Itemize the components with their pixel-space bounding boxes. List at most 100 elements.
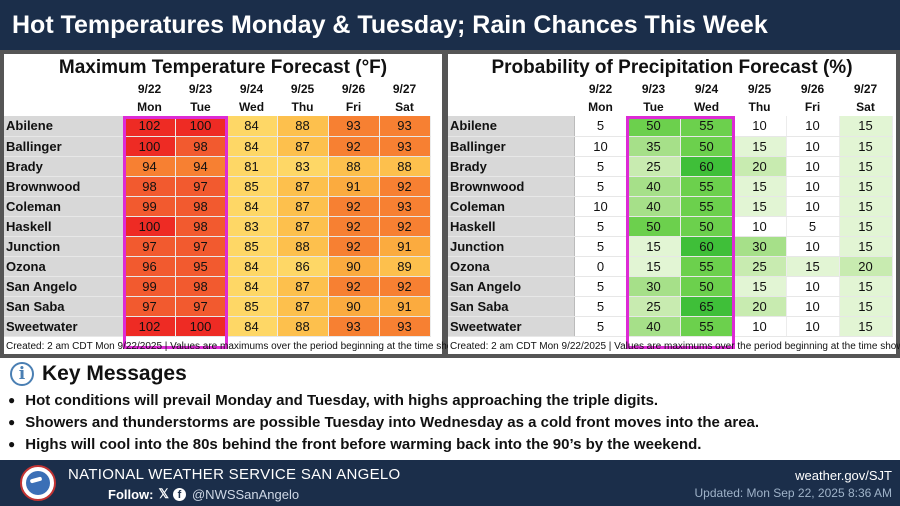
pop-day-header: Fri [804,100,821,114]
temp-date-header: 9/25 [290,82,315,96]
pop-value-cell: 5 [574,296,628,317]
table-row: Haskell 5 50 50 10 5 15 [448,216,893,237]
info-icon: i [10,362,34,386]
social-handle[interactable]: @NWSSanAngelo [191,486,300,502]
temp-value-cell: 97 [175,296,227,317]
pop-value-cell: 15 [733,136,787,157]
pop-value-cell: 10 [733,216,787,237]
office-name: NATIONAL WEATHER SERVICE SAN ANGELO [68,466,401,483]
temp-value-cell: 93 [379,136,431,157]
table-row: Brady 5 25 60 20 10 15 [448,156,893,177]
city-name: Ozona [4,256,125,277]
temp-value-cell: 83 [277,156,329,177]
temp-value-cell: 85 [226,176,278,197]
forecast-tables: Maximum Temperature Forecast (°F) 9/22 9/… [0,50,900,358]
pop-value-cell: 40 [627,196,681,217]
key-messages-header: i Key Messages [10,360,187,388]
website-link[interactable]: weather.gov/SJT [795,468,892,483]
temp-value-cell: 98 [124,176,176,197]
city-name: Junction [4,236,125,257]
temp-value-cell: 99 [124,196,176,217]
nws-logo [20,465,56,501]
pop-value-cell: 10 [786,116,840,137]
city-name: Abilene [4,116,125,137]
key-messages-list: Hot conditions will prevail Monday and T… [8,390,759,456]
precip-footnote: Created: 2 am CDT Mon 9/22/2025 | Values… [450,341,900,352]
temp-value-cell: 84 [226,196,278,217]
pop-value-cell: 55 [680,116,734,137]
pop-value-cell: 40 [627,316,681,337]
pop-date-header: 9/27 [853,82,878,96]
pop-date-header: 9/23 [641,82,666,96]
temp-value-cell: 81 [226,156,278,177]
temp-value-cell: 85 [226,236,278,257]
key-messages-heading: Key Messages [42,362,187,385]
temp-value-cell: 100 [124,216,176,237]
pop-value-cell: 0 [574,256,628,277]
footer: NATIONAL WEATHER SERVICE SAN ANGELO Foll… [0,460,900,506]
temp-value-cell: 87 [277,136,329,157]
temp-day-header: Wed [238,100,265,114]
pop-value-cell: 50 [627,216,681,237]
table-row: San Saba 5 25 65 20 10 15 [448,296,893,317]
facebook-icon[interactable]: f [172,487,186,501]
pop-value-cell: 60 [680,156,734,177]
city-name: San Angelo [4,276,125,297]
temp-value-cell: 89 [379,256,431,277]
pop-value-cell: 10 [574,196,628,217]
city-name: Abilene [448,116,575,137]
temp-value-cell: 87 [277,196,329,217]
temp-value-cell: 98 [175,276,227,297]
temp-value-cell: 95 [175,256,227,277]
table-row: Ozona 96 95 84 86 90 89 [4,256,431,277]
temp-day-header: Thu [291,100,314,114]
pop-value-cell: 15 [733,276,787,297]
city-name: Sweetwater [448,316,575,337]
pop-date-header: 9/25 [747,82,772,96]
city-name: Brady [448,156,575,177]
table-row: Coleman 10 40 55 15 10 15 [448,196,893,217]
pop-value-cell: 15 [839,176,893,197]
header-spacer [4,80,124,98]
pop-value-cell: 25 [627,156,681,177]
city-name: Ballinger [4,136,125,157]
pop-day-header: Sat [856,100,875,114]
temp-value-cell: 84 [226,316,278,337]
temp-value-cell: 102 [124,316,176,337]
temp-value-cell: 93 [379,316,431,337]
pop-value-cell: 5 [574,216,628,237]
table-row: Junction 97 97 85 88 92 91 [4,236,431,257]
temp-value-cell: 93 [379,196,431,217]
temp-value-cell: 88 [277,316,329,337]
temp-value-cell: 100 [175,116,227,137]
x-icon[interactable]: 𝕏 [158,486,169,501]
temp-value-cell: 100 [175,316,227,337]
pop-day-header: Thu [748,100,771,114]
table-row: Brownwood 5 40 55 15 10 15 [448,176,893,197]
temp-day-header: Tue [190,100,211,114]
precip-table: 9/22 9/23 9/24 9/25 9/26 9/27 Mon Tue Wed Thu Fri S… [448,80,893,337]
pop-value-cell: 60 [680,236,734,257]
temp-value-cell: 91 [379,236,431,257]
temp-value-cell: 92 [328,196,380,217]
pop-value-cell: 20 [733,296,787,317]
temp-value-cell: 92 [328,136,380,157]
temp-value-cell: 99 [124,276,176,297]
pop-value-cell: 30 [627,276,681,297]
pop-value-cell: 10 [786,156,840,177]
pop-value-cell: 10 [786,176,840,197]
table-row: Junction 5 15 60 30 10 15 [448,236,893,257]
pop-date-header: 9/22 [588,82,613,96]
pop-value-cell: 25 [733,256,787,277]
temp-value-cell: 97 [175,236,227,257]
table-row: Ballinger 10 35 50 15 10 15 [448,136,893,157]
pop-value-cell: 5 [574,116,628,137]
key-message-item: Hot conditions will prevail Monday and T… [8,390,759,412]
pop-value-cell: 55 [680,256,734,277]
temp-value-cell: 84 [226,116,278,137]
updated-timestamp: Updated: Mon Sep 22, 2025 8:36 AM [694,486,892,500]
pop-value-cell: 15 [839,236,893,257]
temperature-table: 9/22 9/23 9/24 9/25 9/26 9/27 Mon Tue Wed Thu Fri S… [4,80,431,337]
city-name: San Saba [4,296,125,317]
table-row: Haskell 100 98 83 87 92 92 [4,216,431,237]
